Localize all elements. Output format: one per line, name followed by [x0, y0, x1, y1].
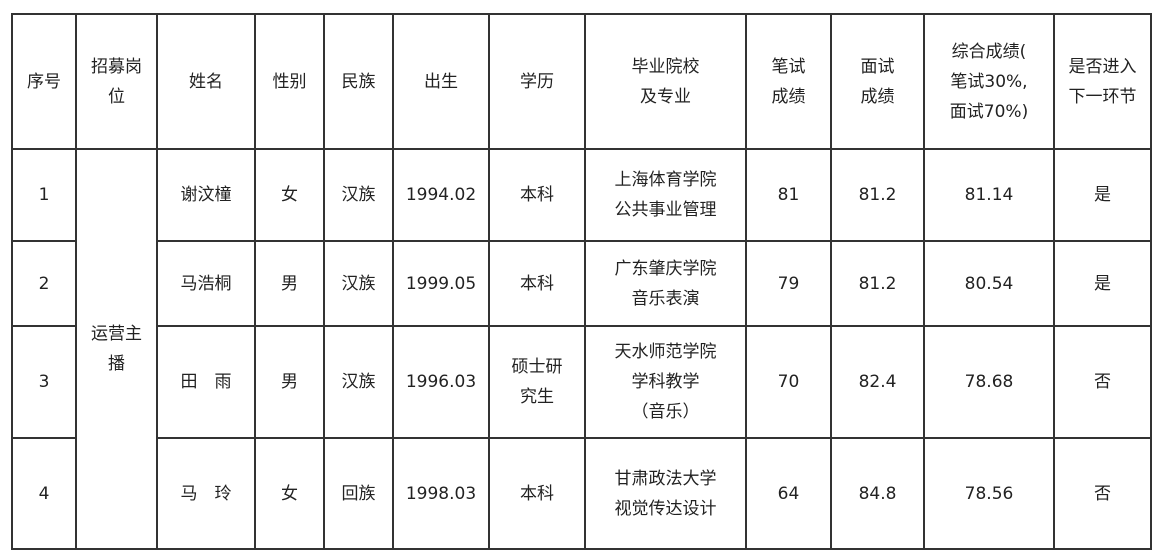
cell-school: 甘肃政法大学 视觉传达设计 — [584, 437, 747, 550]
cell-ethnicity: 汉族 — [323, 325, 394, 439]
cell-total: 78.56 — [923, 437, 1055, 550]
cell-birth: 1998.03 — [392, 437, 490, 550]
table-row: 1 运营主 播 谢汶橦 女 汉族 1994.02 本科 上海体育学院 公共事业管… — [11, 148, 1152, 550]
header-school: 毕业院校 及专业 — [584, 13, 747, 150]
cell-advance: 否 — [1053, 325, 1152, 439]
cell-position: 运营主 播 — [75, 148, 158, 550]
cell-gender: 女 — [254, 437, 325, 550]
cell-name: 田 雨 — [156, 325, 256, 439]
cell-school: 广东肇庆学院 音乐表演 — [584, 240, 747, 327]
header-total: 综合成绩( 笔试30%, 面试70%) — [923, 13, 1055, 150]
header-position: 招募岗 位 — [75, 13, 158, 150]
cell-education: 本科 — [488, 148, 586, 242]
cell-total: 78.68 — [923, 325, 1055, 439]
cell-written: 79 — [745, 240, 832, 327]
cell-total: 80.54 — [923, 240, 1055, 327]
table-row: 2 马浩桐 男 汉族 1999.05 本科 广东肇庆学院 音乐表演 79 81.… — [11, 240, 1152, 327]
cell-total: 81.14 — [923, 148, 1055, 242]
cell-written: 81 — [745, 148, 832, 242]
header-ethnicity: 民族 — [323, 13, 394, 150]
cell-education: 硕士研 究生 — [488, 325, 586, 439]
cell-gender: 男 — [254, 240, 325, 327]
header-name: 姓名 — [156, 13, 256, 150]
cell-no: 2 — [11, 240, 77, 327]
cell-no: 3 — [11, 325, 77, 439]
cell-name: 马浩桐 — [156, 240, 256, 327]
cell-written: 64 — [745, 437, 832, 550]
cell-ethnicity: 汉族 — [323, 240, 394, 327]
cell-ethnicity: 汉族 — [323, 148, 394, 242]
cell-name: 马 玲 — [156, 437, 256, 550]
cell-gender: 女 — [254, 148, 325, 242]
cell-school: 天水师范学院 学科教学 （音乐） — [584, 325, 747, 439]
cell-school: 上海体育学院 公共事业管理 — [584, 148, 747, 242]
table-row: 3 田 雨 男 汉族 1996.03 硕士研 究生 天水师范学院 学科教学 （音… — [11, 325, 1152, 439]
header-education: 学历 — [488, 13, 586, 150]
cell-name: 谢汶橦 — [156, 148, 256, 242]
cell-interview: 81.2 — [830, 240, 925, 327]
cell-written: 70 — [745, 325, 832, 439]
header-interview: 面试 成绩 — [830, 13, 925, 150]
header-gender: 性别 — [254, 13, 325, 150]
results-table: 序号 招募岗 位 姓名 性别 民族 出生 学历 毕业院校 及专业 笔试 成绩 面… — [11, 13, 1152, 550]
cell-interview: 82.4 — [830, 325, 925, 439]
cell-no: 1 — [11, 148, 77, 242]
cell-advance: 是 — [1053, 148, 1152, 242]
header-no: 序号 — [11, 13, 77, 150]
cell-birth: 1999.05 — [392, 240, 490, 327]
cell-no: 4 — [11, 437, 77, 550]
header-advance: 是否进入 下一环节 — [1053, 13, 1152, 150]
table-row: 4 马 玲 女 回族 1998.03 本科 甘肃政法大学 视觉传达设计 64 8… — [11, 437, 1152, 550]
cell-education: 本科 — [488, 240, 586, 327]
header-row: 序号 招募岗 位 姓名 性别 民族 出生 学历 毕业院校 及专业 笔试 成绩 面… — [11, 13, 1152, 150]
cell-advance: 是 — [1053, 240, 1152, 327]
header-written: 笔试 成绩 — [745, 13, 832, 150]
cell-birth: 1996.03 — [392, 325, 490, 439]
cell-education: 本科 — [488, 437, 586, 550]
cell-advance: 否 — [1053, 437, 1152, 550]
cell-interview: 84.8 — [830, 437, 925, 550]
cell-birth: 1994.02 — [392, 148, 490, 242]
cell-ethnicity: 回族 — [323, 437, 394, 550]
header-birth: 出生 — [392, 13, 490, 150]
cell-gender: 男 — [254, 325, 325, 439]
cell-interview: 81.2 — [830, 148, 925, 242]
